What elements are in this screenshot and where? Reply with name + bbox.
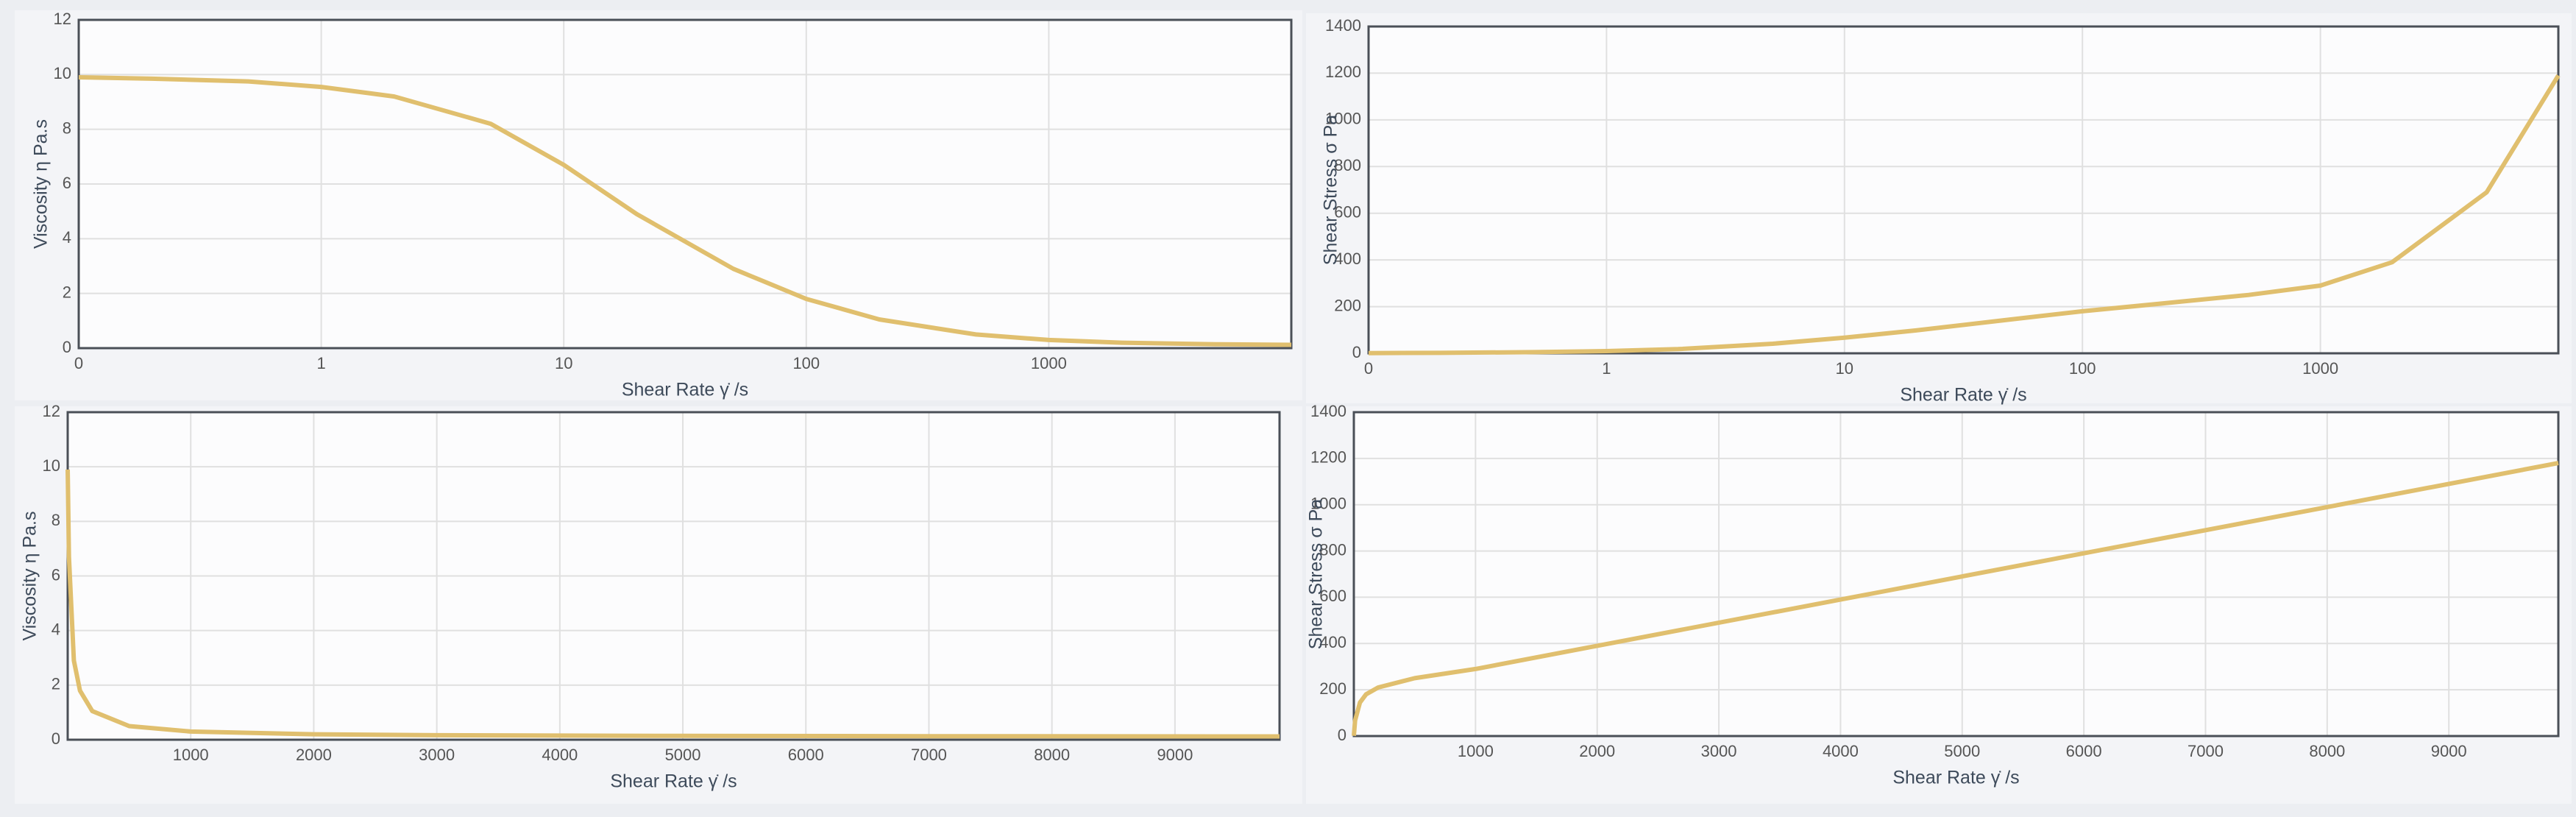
y-tick-label: 1400 bbox=[1325, 16, 1361, 35]
y-tick-label: 10 bbox=[54, 64, 71, 82]
x-tick-label: 3000 bbox=[1701, 742, 1737, 760]
y-tick-label: 1000 bbox=[1310, 495, 1346, 513]
y-tick-label: 8 bbox=[52, 511, 60, 529]
x-tick-label: 2000 bbox=[1579, 742, 1615, 760]
y-tick-label: 6 bbox=[63, 174, 71, 192]
y-tick-label: 1400 bbox=[1310, 402, 1346, 420]
y-tick-label: 0 bbox=[52, 729, 60, 748]
y-tick-label: 0 bbox=[1338, 726, 1346, 744]
x-axis-label: Shear Rate γ̇ /s bbox=[1892, 768, 2019, 788]
x-tick-label: 1000 bbox=[1031, 354, 1067, 372]
y-tick-label: 12 bbox=[54, 10, 71, 28]
y-tick-label: 600 bbox=[1319, 587, 1346, 605]
x-tick-label: 9000 bbox=[1157, 746, 1193, 764]
line-series bbox=[65, 469, 1280, 739]
plot-area bbox=[1369, 26, 2558, 353]
y-tick-label: 8 bbox=[63, 119, 71, 137]
x-tick-label: 1 bbox=[316, 354, 325, 372]
x-tick-label: 9000 bbox=[2431, 742, 2467, 760]
y-tick-label: 600 bbox=[1334, 203, 1361, 222]
y-tick-label: 1000 bbox=[1325, 110, 1361, 128]
x-tick-label: 2000 bbox=[296, 746, 332, 764]
x-tick-label: 1000 bbox=[173, 746, 209, 764]
x-tick-label: 100 bbox=[792, 354, 820, 372]
y-tick-label: 2 bbox=[63, 283, 71, 301]
y-tick-label: 400 bbox=[1319, 633, 1346, 651]
y-tick-label: 800 bbox=[1319, 540, 1346, 559]
x-tick-label: 1000 bbox=[2302, 359, 2338, 378]
y-tick-label: 800 bbox=[1334, 156, 1361, 174]
x-tick-label: 7000 bbox=[2188, 742, 2224, 760]
y-tick-label: 1200 bbox=[1310, 448, 1346, 467]
x-tick-label: 3000 bbox=[419, 746, 455, 764]
y-tick-label: 400 bbox=[1334, 250, 1361, 268]
y-tick-label: 1200 bbox=[1325, 63, 1361, 81]
line-series bbox=[78, 75, 1292, 347]
plot-border bbox=[77, 18, 1293, 350]
x-tick-label: 8000 bbox=[2309, 742, 2345, 760]
x-axis-label: Shear Rate γ̇ /s bbox=[610, 771, 737, 792]
y-tick-label: 12 bbox=[43, 402, 60, 420]
y-axis-label: Viscosity η Pa.s bbox=[20, 511, 40, 640]
y-tick-label: 200 bbox=[1319, 679, 1346, 698]
plot-border bbox=[1352, 411, 2560, 738]
y-tick-label: 4 bbox=[52, 620, 60, 638]
x-tick-label: 0 bbox=[1364, 359, 1373, 378]
x-tick-label: 5000 bbox=[665, 746, 701, 764]
x-tick-label: 4000 bbox=[542, 746, 578, 764]
plot-border bbox=[1367, 25, 2560, 355]
y-axis-label: Viscosity η Pa.s bbox=[31, 119, 52, 249]
x-tick-label: 8000 bbox=[1034, 746, 1070, 764]
x-tick-label: 1 bbox=[1602, 359, 1611, 378]
plot-area bbox=[1354, 412, 2558, 736]
x-tick-label: 0 bbox=[74, 354, 83, 372]
x-tick-label: 10 bbox=[1836, 359, 1853, 378]
line-series bbox=[1368, 74, 2561, 356]
y-axis-label: Shear Stress σ Pa bbox=[1306, 499, 1327, 650]
y-tick-label: 200 bbox=[1334, 296, 1361, 314]
line-series bbox=[1352, 461, 2559, 736]
x-tick-label: 7000 bbox=[911, 746, 947, 764]
y-tick-label: 0 bbox=[63, 338, 71, 356]
x-axis-label: Shear Rate γ̇ /s bbox=[622, 380, 748, 400]
x-tick-label: 6000 bbox=[788, 746, 824, 764]
x-tick-label: 100 bbox=[2069, 359, 2096, 378]
y-tick-label: 10 bbox=[43, 456, 60, 475]
y-tick-label: 0 bbox=[1352, 343, 1361, 361]
x-tick-label: 4000 bbox=[1823, 742, 1859, 760]
x-tick-label: 10 bbox=[555, 354, 572, 372]
y-tick-label: 6 bbox=[52, 565, 60, 584]
y-axis-label: Shear Stress σ Pa bbox=[1321, 115, 1341, 266]
x-tick-label: 5000 bbox=[1944, 742, 1980, 760]
y-tick-label: 2 bbox=[52, 675, 60, 693]
y-tick-label: 4 bbox=[63, 228, 71, 247]
x-tick-label: 6000 bbox=[2066, 742, 2102, 760]
x-axis-label: Shear Rate γ̇ /s bbox=[1900, 385, 2026, 406]
x-tick-label: 1000 bbox=[1458, 742, 1494, 760]
